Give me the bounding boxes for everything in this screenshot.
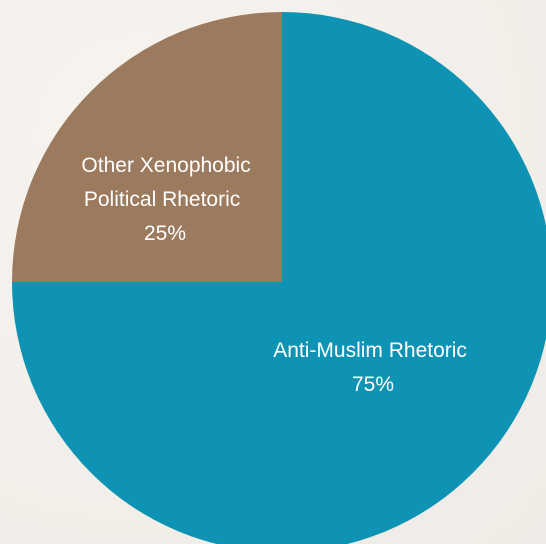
slice-label-anti-muslim-rhetoric-name: Anti-Muslim Rhetoric xyxy=(273,339,467,362)
slice-label-other-xenophobic-name-line2: Political Rhetoric xyxy=(84,188,240,211)
pie-slice-anti-muslim-rhetoric xyxy=(12,12,546,544)
pie-slice-other-xenophobic-political-rhetoric xyxy=(12,12,282,282)
slice-label-other-xenophobic: Other Xenophobic Political Rhetoric 25% xyxy=(81,154,256,245)
slice-label-anti-muslim-rhetoric-percent: 75% xyxy=(352,373,394,396)
slice-label-other-xenophobic-name-line1: Other Xenophobic xyxy=(81,154,250,177)
slice-label-other-xenophobic-percent: 25% xyxy=(144,222,186,245)
slice-label-anti-muslim-rhetoric: Anti-Muslim Rhetoric 75% xyxy=(273,339,473,396)
